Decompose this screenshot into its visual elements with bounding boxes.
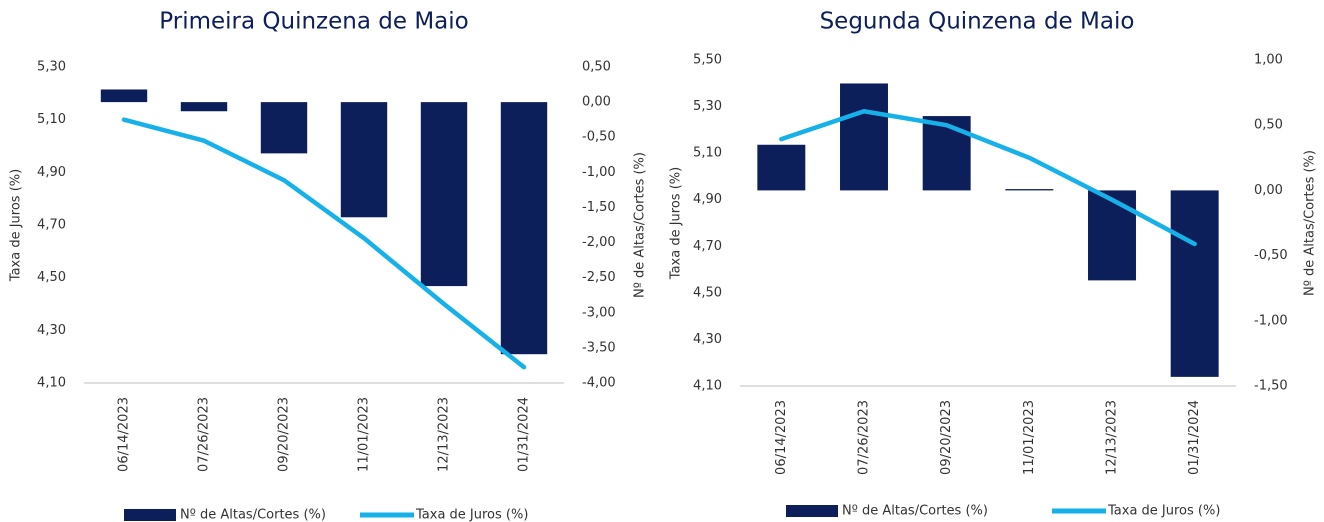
bar xyxy=(1005,189,1054,191)
y2-tick-label: -4,00 xyxy=(582,376,616,391)
bar xyxy=(340,102,388,218)
y2-tick-label: -1,50 xyxy=(582,200,616,215)
bar xyxy=(1170,190,1219,377)
y-tick-label: 5,10 xyxy=(37,112,66,127)
y2-tick-label: -1,00 xyxy=(582,165,616,180)
legend-label: Taxa de Juros (%) xyxy=(1107,504,1220,519)
bar xyxy=(180,102,228,112)
y-tick-label: 4,10 xyxy=(693,379,722,394)
y2-tick-label: -1,00 xyxy=(1254,313,1288,328)
x-tick-label: 06/14/2023 xyxy=(117,397,132,472)
y-tick-label: 4,10 xyxy=(37,376,66,391)
legend-swatch xyxy=(786,505,838,517)
x-tick-label: 09/20/2023 xyxy=(277,397,292,472)
y2-axis-label: Nº de Altas/Cortes (%) xyxy=(1303,150,1318,296)
legend-label: Nº de Altas/Cortes (%) xyxy=(842,504,988,519)
y2-tick-label: 0,00 xyxy=(582,95,611,110)
y-axis-label: Taxa de Juros (%) xyxy=(669,167,684,280)
chart-title: Segunda Quinzena de Maio xyxy=(820,9,1135,35)
y2-tick-label: -0,50 xyxy=(582,130,616,145)
chart-title: Primeira Quinzena de Maio xyxy=(159,9,468,35)
x-tick-label: 07/26/2023 xyxy=(197,397,212,472)
y-tick-label: 4,50 xyxy=(693,285,722,300)
line xyxy=(779,108,1197,247)
y2-tick-label: -3,00 xyxy=(582,305,616,320)
x-tick-label: 12/13/2023 xyxy=(437,397,452,472)
y2-tick-label: -2,50 xyxy=(582,270,616,285)
bar xyxy=(100,89,148,103)
bar xyxy=(260,102,308,154)
x-tick-label: 12/13/2023 xyxy=(1105,400,1120,475)
x-tick-label: 06/14/2023 xyxy=(774,400,789,475)
line xyxy=(121,117,527,370)
bar xyxy=(420,102,468,287)
bar xyxy=(840,83,888,191)
y2-tick-label: -2,00 xyxy=(582,235,616,250)
x-tick-label: 09/20/2023 xyxy=(939,400,954,475)
y-tick-label: 4,30 xyxy=(693,332,722,347)
y-tick-label: 4,90 xyxy=(37,165,66,180)
legend-swatch xyxy=(124,509,176,521)
y-axis-label: Taxa de Juros (%) xyxy=(9,169,24,282)
y-tick-label: 5,50 xyxy=(693,53,722,68)
y2-tick-label: -0,50 xyxy=(1254,248,1288,263)
y2-tick-label: 0,50 xyxy=(582,60,611,75)
x-tick-label: 01/31/2024 xyxy=(1187,400,1202,475)
y-tick-label: 5,30 xyxy=(37,60,66,75)
x-tick-label: 11/01/2023 xyxy=(357,397,372,472)
y2-tick-label: -3,50 xyxy=(582,340,616,355)
bar xyxy=(1088,190,1136,281)
y-tick-label: 4,50 xyxy=(37,270,66,285)
y2-tick-label: 0,00 xyxy=(1254,183,1283,198)
y-tick-label: 5,10 xyxy=(693,146,722,161)
y2-tick-label: 0,50 xyxy=(1254,118,1283,133)
y-tick-label: 4,90 xyxy=(693,192,722,207)
y2-axis-label: Nº de Altas/Cortes (%) xyxy=(633,152,648,298)
legend-label: Taxa de Juros (%) xyxy=(415,508,528,522)
y-tick-label: 4,70 xyxy=(37,218,66,233)
y2-tick-label: -1,50 xyxy=(1254,379,1288,394)
bar xyxy=(757,144,806,191)
bar xyxy=(500,102,548,355)
y2-tick-label: 1,00 xyxy=(1254,53,1283,68)
bar xyxy=(922,116,971,191)
y-tick-label: 4,30 xyxy=(37,323,66,338)
legend-label: Nº de Altas/Cortes (%) xyxy=(180,508,326,522)
x-tick-label: 11/01/2023 xyxy=(1022,400,1037,475)
x-tick-label: 01/31/2024 xyxy=(517,397,532,472)
y-tick-label: 4,70 xyxy=(693,239,722,254)
y-tick-label: 5,30 xyxy=(693,99,722,114)
x-tick-label: 07/26/2023 xyxy=(857,400,872,475)
